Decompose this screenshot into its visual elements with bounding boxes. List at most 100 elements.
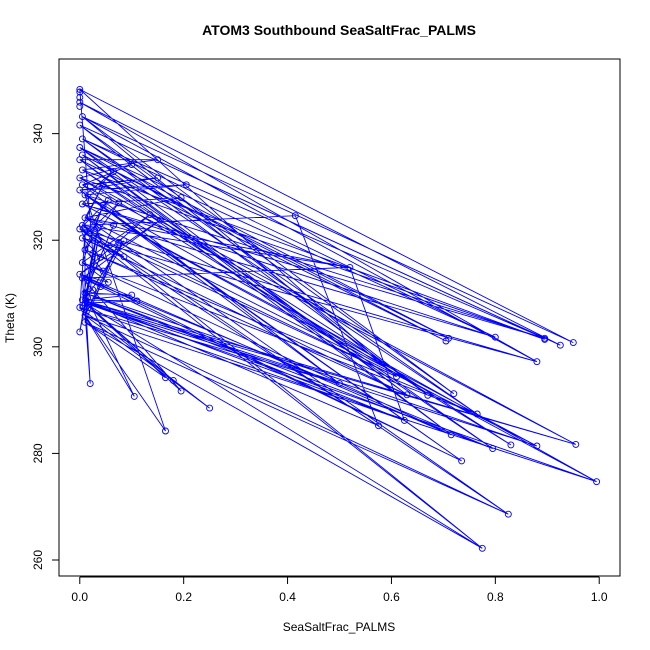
data-point — [81, 228, 89, 236]
data-point — [94, 236, 102, 244]
data-point — [169, 376, 177, 384]
data-point — [76, 144, 84, 151]
data-point — [458, 457, 466, 465]
data-point — [81, 311, 89, 319]
data-point — [99, 201, 107, 209]
data-point — [346, 263, 354, 271]
x-tick-label: 1.0 — [591, 590, 608, 604]
y-tick-label: 340 — [31, 123, 45, 143]
data-point — [120, 253, 128, 261]
data-point — [78, 166, 86, 174]
data-point — [76, 186, 84, 194]
data-point — [128, 161, 136, 168]
data-point — [533, 442, 541, 450]
x-tick-label: 0.2 — [175, 590, 192, 604]
data-point — [154, 174, 162, 182]
data-point — [507, 441, 515, 449]
x-tick-label: 0.4 — [279, 590, 296, 604]
data-point — [81, 191, 89, 199]
data-point — [78, 259, 86, 267]
series-points — [76, 85, 601, 552]
y-axis-label: Theta (K) — [3, 293, 17, 343]
x-axis: 0.0 0.2 0.4 0.6 0.8 1.0 — [71, 576, 608, 604]
data-point — [593, 478, 601, 486]
data-point — [177, 194, 185, 202]
data-point — [104, 196, 112, 204]
y-tick-label: 260 — [31, 550, 45, 570]
data-point — [76, 328, 84, 336]
data-point — [99, 267, 107, 275]
data-point — [94, 224, 102, 232]
data-point — [86, 380, 94, 388]
series-path — [78, 88, 597, 549]
data-point — [76, 121, 84, 129]
data-point — [424, 391, 432, 399]
data-point — [182, 181, 190, 189]
data-point — [473, 410, 481, 418]
data-point — [76, 174, 84, 182]
data-point — [177, 387, 185, 395]
x-axis-label: SeaSaltFrac_PALMS — [283, 620, 396, 634]
data-point — [78, 274, 86, 282]
x-tick-label: 0.8 — [487, 590, 504, 604]
data-point — [450, 390, 458, 398]
data-point — [81, 214, 89, 222]
data-point — [89, 286, 97, 294]
data-point — [130, 392, 138, 400]
data-point — [97, 283, 105, 291]
y-axis: 260 280 300 320 340 — [31, 123, 60, 570]
data-point — [162, 374, 169, 382]
data-point — [162, 427, 169, 435]
data-point — [156, 216, 164, 224]
data-point — [403, 391, 411, 399]
data-point — [89, 250, 97, 257]
data-point — [115, 238, 123, 246]
y-tick-label: 300 — [31, 336, 45, 356]
data-point — [447, 431, 455, 439]
data-point — [504, 510, 512, 518]
data-point — [393, 373, 401, 381]
data-point — [99, 181, 107, 189]
data-point — [76, 88, 84, 96]
data-point — [110, 168, 117, 175]
data-point — [133, 297, 141, 305]
data-point — [569, 339, 577, 347]
data-point — [76, 303, 84, 311]
data-point — [81, 318, 89, 326]
data-point — [572, 440, 580, 448]
data-point — [110, 221, 117, 229]
data-point — [81, 299, 89, 307]
data-point — [76, 156, 84, 164]
y-tick-label: 280 — [31, 443, 45, 463]
data-point — [556, 341, 564, 349]
data-point — [400, 416, 408, 424]
data-point — [478, 544, 486, 552]
data-point — [336, 380, 343, 388]
data-point — [76, 98, 84, 106]
data-point — [78, 135, 86, 143]
data-point — [78, 181, 86, 189]
series-lines — [78, 88, 597, 549]
data-point — [81, 246, 89, 254]
x-tick-label: 0.0 — [71, 590, 88, 604]
data-point — [104, 278, 112, 286]
data-point — [491, 333, 499, 341]
data-point — [84, 294, 92, 302]
data-point — [78, 200, 86, 208]
data-point — [489, 445, 497, 453]
chart-title: ATOM3 Southbound SeaSaltFrac_PALMS — [202, 22, 476, 38]
data-point — [76, 225, 84, 233]
data-point — [78, 234, 86, 242]
data-point — [76, 102, 84, 110]
data-point — [146, 211, 154, 219]
data-point — [541, 335, 549, 343]
data-point — [375, 422, 382, 430]
data-point — [442, 337, 450, 345]
data-point — [206, 404, 214, 412]
data-point — [97, 253, 105, 261]
data-point — [154, 156, 162, 164]
y-tick-label: 320 — [31, 230, 45, 250]
data-point — [76, 93, 84, 101]
x-tick-label: 0.6 — [383, 590, 400, 604]
